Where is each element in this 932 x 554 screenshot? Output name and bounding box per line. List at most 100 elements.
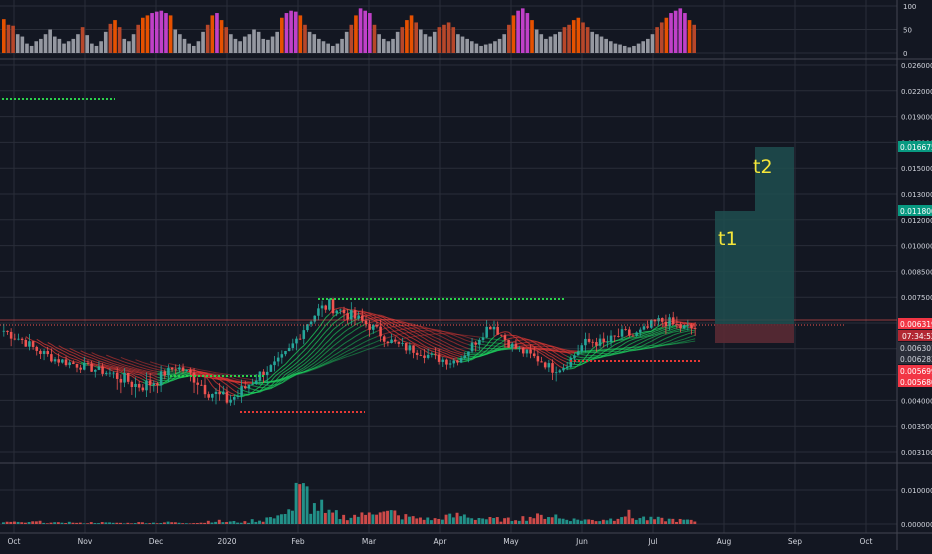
oscillator-bar — [526, 13, 530, 53]
oscillator-bar — [183, 39, 187, 53]
volume-bar — [211, 523, 214, 524]
volume-bar — [602, 520, 605, 524]
oscillator-bar — [498, 39, 502, 53]
volume-bar — [532, 518, 535, 524]
candle-body — [398, 342, 401, 344]
volume-bar — [368, 512, 371, 524]
volume-bar — [317, 511, 320, 524]
volume-bar — [496, 517, 499, 524]
oscillator-bar — [516, 11, 520, 53]
ribbon-segment — [110, 367, 114, 368]
volume-bar — [346, 520, 349, 524]
ribbon-segment — [417, 326, 421, 327]
ribbon-segment — [531, 346, 535, 347]
volume-bar — [507, 518, 510, 524]
ribbon-segment — [95, 364, 99, 365]
candle-body — [694, 328, 697, 329]
candle-body — [591, 342, 594, 343]
candle-body — [302, 330, 305, 339]
candle-body — [207, 394, 210, 398]
ribbon-segment — [220, 378, 224, 379]
volume-bar — [499, 522, 502, 524]
ribbon-segment — [216, 374, 220, 375]
ribbon-segment — [531, 340, 535, 341]
oscillator-bar — [141, 18, 145, 53]
candle-body — [354, 310, 357, 318]
oscillator-bar — [99, 41, 103, 53]
volume-bar — [137, 522, 140, 524]
candle-body — [281, 354, 284, 357]
candle-body — [120, 379, 123, 383]
ribbon-segment — [655, 346, 659, 347]
volume-bar — [196, 523, 199, 524]
oscillator-bar — [11, 26, 15, 53]
ribbon-segment — [494, 339, 498, 340]
volume-bar — [170, 522, 173, 524]
volume-bar — [642, 517, 645, 524]
candle-body — [409, 345, 412, 350]
oscillator-bar — [25, 44, 29, 53]
ribbon-segment — [370, 318, 374, 319]
oscillator-bar — [674, 11, 678, 53]
oscillator-bar — [192, 46, 196, 53]
oscillator-bar — [30, 46, 34, 53]
candle-body — [94, 370, 97, 372]
stop-zone[interactable] — [715, 324, 794, 343]
ribbon-segment — [560, 351, 564, 352]
oscillator-bar — [224, 27, 228, 53]
oscillator-bar — [558, 32, 562, 53]
volume-bar — [591, 520, 594, 524]
volume-bar — [302, 483, 305, 524]
annotation-t1[interactable]: t1 — [718, 228, 738, 250]
oscillator-bar — [275, 32, 279, 53]
volume-bar — [554, 514, 557, 524]
volume-bar — [609, 519, 612, 524]
ribbon-segment — [545, 350, 549, 351]
candle-body — [233, 397, 236, 400]
ribbon-segment — [201, 370, 205, 371]
oscillator-bar — [530, 20, 534, 53]
volume-bar — [463, 514, 466, 524]
oscillator-bar — [396, 32, 400, 53]
volume-bar — [551, 517, 554, 524]
oscillator-bar — [173, 30, 177, 54]
ribbon-segment — [611, 350, 615, 351]
volume-bar — [584, 519, 587, 524]
ribbon-segment — [275, 384, 279, 385]
volume-bar — [518, 521, 521, 524]
volume-bar — [426, 517, 429, 524]
ribbon-segment — [154, 374, 158, 375]
ribbon-segment — [168, 380, 172, 381]
ribbon-segment — [626, 348, 630, 349]
volume-bar — [686, 520, 689, 524]
ribbon-segment — [454, 358, 458, 359]
ribbon-segment — [209, 374, 213, 375]
ribbon-segment — [600, 350, 604, 351]
ribbon-segment — [194, 372, 198, 373]
candle-body — [134, 384, 137, 387]
oscillator-bar — [271, 37, 275, 53]
volume-bar — [328, 510, 331, 524]
price-tick-label: 0.012000 — [901, 217, 932, 225]
ribbon-segment — [168, 379, 172, 380]
oscillator-bar — [104, 32, 108, 53]
ribbon-segment — [146, 372, 150, 373]
volume-bar — [287, 509, 290, 524]
oscillator-bar — [632, 46, 636, 53]
candle-body — [365, 321, 368, 324]
candle-body — [617, 336, 620, 337]
candle-body — [167, 368, 170, 376]
candle-body — [14, 339, 17, 340]
time-tick-label: 2020 — [217, 537, 236, 546]
volume-bar — [357, 517, 360, 524]
time-tick-label: Jul — [647, 537, 657, 546]
oscillator-bar — [322, 41, 326, 53]
oscillator-bar — [563, 27, 567, 53]
volume-bar — [419, 518, 422, 524]
ribbon-segment — [465, 361, 469, 362]
candle-body — [218, 392, 221, 394]
annotation-t2[interactable]: t2 — [753, 156, 773, 178]
volume-bar — [631, 518, 634, 524]
